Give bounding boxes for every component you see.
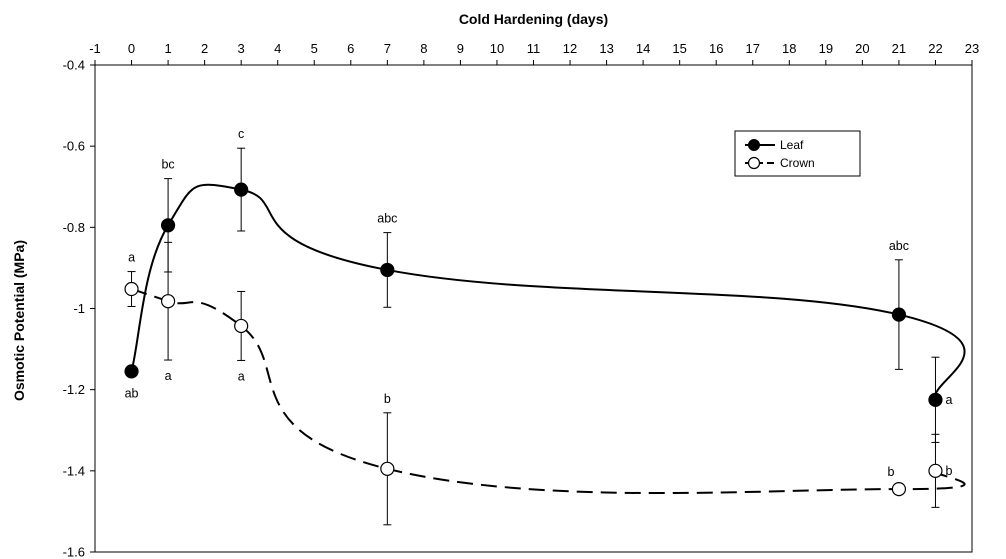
x-tick-label: 14 bbox=[636, 41, 650, 56]
data-point-crown bbox=[234, 318, 249, 334]
x-tick-label: 3 bbox=[238, 41, 245, 56]
significance-label-crown: a bbox=[128, 251, 135, 265]
data-point-leaf bbox=[160, 218, 176, 233]
significance-label-crown: b bbox=[384, 392, 391, 406]
y-tick-label: -0.6 bbox=[63, 139, 85, 154]
legend: Leaf Crown bbox=[734, 130, 861, 177]
data-point-crown bbox=[124, 281, 139, 297]
x-tick-label: 11 bbox=[527, 41, 541, 56]
x-tick-label: 2 bbox=[201, 41, 208, 56]
x-tick-label: 17 bbox=[746, 41, 760, 56]
y-axis-title: Osmotic Potential (MPa) bbox=[11, 240, 27, 401]
legend-crown-label: Crown bbox=[780, 156, 815, 170]
significance-label-leaf: abc bbox=[377, 212, 397, 226]
x-tick-label: 15 bbox=[672, 41, 686, 56]
significance-label-crown: a bbox=[165, 369, 172, 383]
data-point-leaf bbox=[891, 307, 907, 322]
x-axis: -1 0 1 2 3 4 5 6 7 8 9 10 11 12 13 14 15 16 17 18 19 20 21 22 23 bbox=[89, 41, 979, 65]
significance-label-crown: b bbox=[945, 464, 952, 478]
x-tick-label: 16 bbox=[709, 41, 723, 56]
legend-leaf-label: Leaf bbox=[780, 138, 804, 152]
significance-label-leaf: bc bbox=[161, 158, 174, 172]
x-tick-label: 1 bbox=[164, 41, 171, 56]
legend-crown-marker bbox=[747, 156, 761, 170]
x-tick-label: 20 bbox=[855, 41, 869, 56]
significance-label-leaf: c bbox=[238, 127, 244, 141]
significance-label-crown: b bbox=[887, 465, 894, 479]
data-point-crown bbox=[928, 463, 943, 478]
data-point-crown bbox=[891, 481, 907, 497]
data-point-leaf bbox=[380, 262, 395, 278]
legend-leaf-marker bbox=[748, 139, 760, 151]
data-point-leaf bbox=[234, 182, 249, 197]
x-tick-label: 6 bbox=[347, 41, 354, 56]
y-tick-label: -1.6 bbox=[63, 545, 85, 559]
data-point-leaf bbox=[928, 392, 943, 407]
y-axis: -0.4 -0.6 -0.8 -1 -1.2 -1.4 -1.6 bbox=[63, 58, 95, 559]
x-tick-label: -1 bbox=[89, 41, 101, 56]
y-tick-label: -0.8 bbox=[63, 220, 85, 235]
x-tick-label: 0 bbox=[128, 41, 135, 56]
y-tick-label: -0.4 bbox=[63, 58, 85, 73]
data-point-crown bbox=[160, 294, 176, 309]
x-tick-label: 9 bbox=[457, 41, 464, 56]
x-tick-label: 8 bbox=[420, 41, 427, 56]
data-point-leaf bbox=[124, 364, 139, 379]
series-crown: aa abb b bbox=[124, 241, 966, 526]
significance-label-crown: a bbox=[238, 369, 245, 383]
x-tick-label: 7 bbox=[384, 41, 391, 56]
x-tick-label: 21 bbox=[892, 41, 906, 56]
x-tick-label: 22 bbox=[928, 41, 942, 56]
x-tick-label: 4 bbox=[274, 41, 281, 56]
x-tick-label: 18 bbox=[782, 41, 796, 56]
significance-label-leaf: a bbox=[945, 393, 952, 407]
series-line-crown bbox=[131, 288, 966, 495]
significance-label-leaf: abc bbox=[889, 239, 909, 253]
y-tick-label: -1.4 bbox=[63, 463, 85, 478]
x-tick-label: 10 bbox=[490, 41, 504, 56]
x-axis-title: Cold Hardening (days) bbox=[459, 11, 608, 27]
y-tick-label: -1 bbox=[73, 301, 85, 316]
significance-label-leaf: ab bbox=[125, 386, 139, 400]
x-tick-label: 13 bbox=[599, 41, 613, 56]
x-tick-label: 23 bbox=[965, 41, 979, 56]
y-tick-label: -1.2 bbox=[63, 382, 85, 397]
x-tick-label: 19 bbox=[819, 41, 833, 56]
x-tick-label: 5 bbox=[311, 41, 318, 56]
data-point-crown bbox=[380, 461, 395, 476]
x-tick-label: 12 bbox=[563, 41, 577, 56]
series-line-leaf bbox=[130, 183, 966, 401]
